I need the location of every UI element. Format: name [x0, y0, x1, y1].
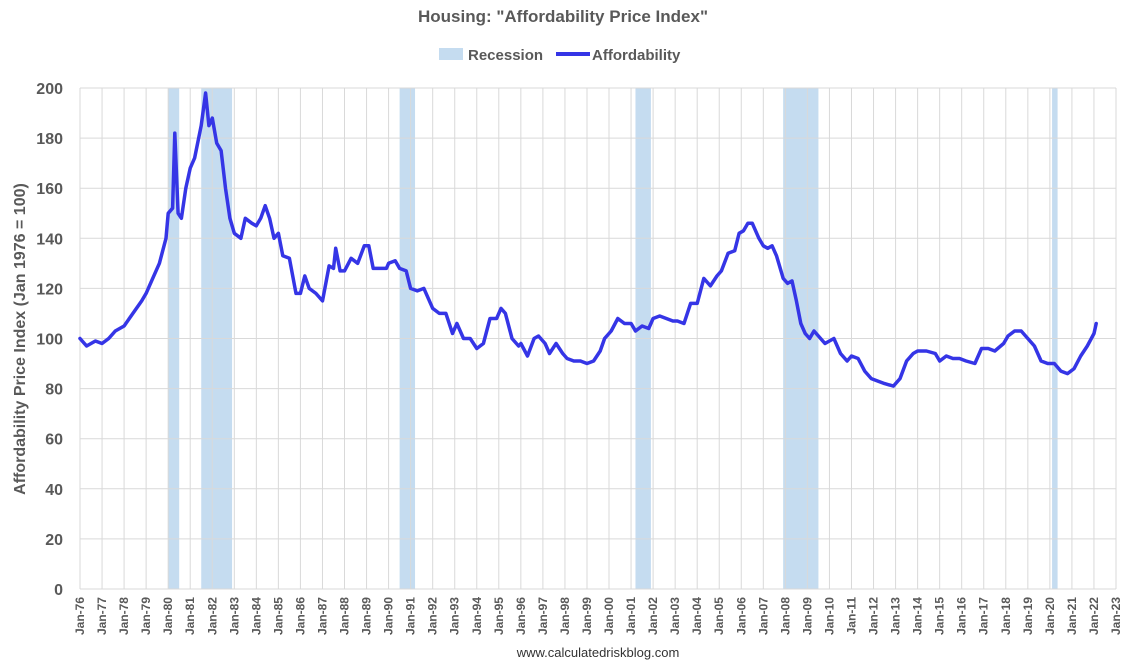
- legend-affordability-label: Affordability: [592, 47, 681, 64]
- affordability-line: [78, 91, 1098, 388]
- x-tick-label: Jan-16: [955, 597, 969, 635]
- x-tick-label: Jan-91: [404, 597, 418, 635]
- x-tick-label: Jan-84: [249, 597, 263, 635]
- x-tick-label: Jan-01: [624, 597, 638, 635]
- legend-recession-swatch: [439, 48, 463, 60]
- x-tick-label: Jan-00: [602, 597, 616, 635]
- y-tick-label: 120: [36, 281, 63, 298]
- x-tick-label: Jan-20: [1043, 597, 1057, 635]
- x-tick-labels: Jan-76 Jan-77 Jan-78 Jan-79 Jan-80 Jan-81 Jan-…: [73, 597, 1123, 635]
- x-tick-label: Jan-11: [844, 597, 858, 635]
- x-tick-label: Jan-04: [690, 597, 704, 635]
- x-tick-label: Jan-93: [448, 597, 462, 635]
- x-tick-label: Jan-92: [426, 597, 440, 635]
- x-tick-label: Jan-95: [492, 597, 506, 635]
- x-tick-label: Jan-15: [933, 597, 947, 635]
- y-tick-label: 140: [36, 231, 63, 248]
- x-tick-label: Jan-19: [1021, 597, 1035, 635]
- affordability-series: [78, 91, 1098, 388]
- x-tick-label: Jan-80: [161, 597, 175, 635]
- x-tick-label: Jan-85: [271, 597, 285, 635]
- y-tick-label: 160: [36, 181, 63, 198]
- x-tick-label: Jan-90: [382, 597, 396, 635]
- legend-recession-label: Recession: [468, 47, 543, 64]
- chart-title: Housing: "Affordability Price Index": [418, 7, 708, 26]
- x-tick-label: Jan-10: [822, 597, 836, 635]
- x-tick-label: Jan-96: [514, 597, 528, 635]
- x-tick-label: Jan-86: [293, 597, 307, 635]
- x-tick-label: Jan-88: [338, 597, 352, 635]
- x-tick-label: Jan-87: [315, 597, 329, 635]
- y-tick-label: 180: [36, 131, 63, 148]
- x-tick-label: Jan-09: [800, 597, 814, 635]
- x-tick-label: Jan-17: [977, 597, 991, 635]
- x-tick-label: Jan-05: [712, 597, 726, 635]
- x-tick-label: Jan-77: [95, 597, 109, 635]
- legend: Recession Affordability: [439, 47, 681, 64]
- y-tick-label: 0: [54, 582, 63, 599]
- x-tick-label: Jan-23: [1109, 597, 1123, 635]
- y-tick-label: 60: [45, 432, 63, 449]
- x-tick-label: Jan-06: [734, 597, 748, 635]
- x-tick-label: Jan-76: [73, 597, 87, 635]
- y-tick-label: 100: [36, 332, 63, 349]
- x-tick-label: Jan-89: [360, 597, 374, 635]
- x-tick-label: Jan-81: [183, 597, 197, 635]
- x-tick-label: Jan-21: [1065, 597, 1079, 635]
- y-tick-label: 20: [45, 532, 63, 549]
- x-tick-label: Jan-22: [1087, 597, 1101, 635]
- x-tick-label: Jan-18: [999, 597, 1013, 635]
- y-tick-label: 80: [45, 382, 63, 399]
- y-tick-labels: 0 20 40 60 80 100 120 140 160 180 200: [36, 81, 63, 599]
- x-tick-label: Jan-02: [646, 597, 660, 635]
- x-tick-label: Jan-98: [558, 597, 572, 635]
- x-tick-label: Jan-94: [470, 597, 484, 635]
- source-credit: www.calculatedriskblog.com: [516, 645, 680, 660]
- x-tick-label: Jan-07: [756, 597, 770, 635]
- x-tick-label: Jan-78: [117, 597, 131, 635]
- x-tick-label: Jan-83: [227, 597, 241, 635]
- x-tick-label: Jan-03: [668, 597, 682, 635]
- y-tick-label: 200: [36, 81, 63, 98]
- x-tick-label: Jan-12: [867, 597, 881, 635]
- x-tick-label: Jan-97: [536, 597, 550, 635]
- x-tick-label: Jan-14: [911, 597, 925, 635]
- x-tick-label: Jan-79: [139, 597, 153, 635]
- gridlines: [79, 87, 1117, 590]
- x-tick-label: Jan-13: [889, 597, 903, 635]
- y-axis-label: Affordability Price Index (Jan 1976 = 10…: [12, 183, 29, 495]
- y-tick-label: 40: [45, 482, 63, 499]
- x-tick-label: Jan-08: [778, 597, 792, 635]
- x-tick-label: Jan-99: [580, 597, 594, 635]
- x-tick-label: Jan-82: [205, 597, 219, 635]
